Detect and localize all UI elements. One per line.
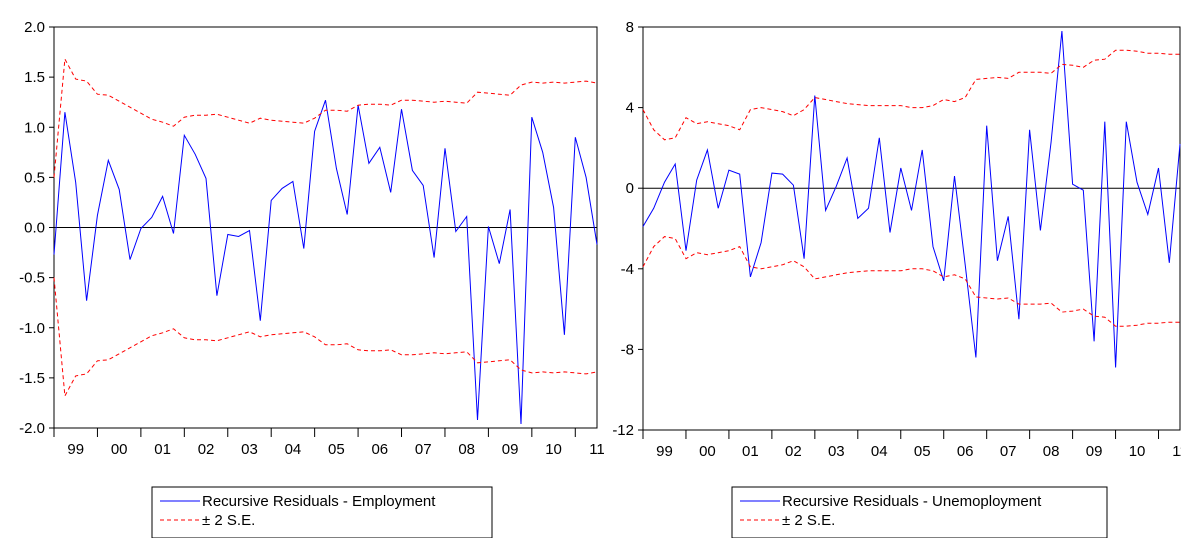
y-tick-label: 0.5 — [24, 169, 45, 186]
x-tick-label: 08 — [1043, 443, 1060, 460]
y-tick-label: 2.0 — [24, 19, 45, 36]
legend-box — [731, 486, 1108, 538]
y-tick-label: -0.5 — [19, 270, 45, 287]
x-tick-label: 10 — [1129, 443, 1146, 460]
y-tick-label: 0.0 — [24, 220, 45, 237]
x-tick-label: 06 — [957, 443, 974, 460]
y-tick-label: 1.5 — [24, 69, 45, 86]
chart-2: 8 4 0 -4 -8 -12 99 00 01 02 03 04 05 06 07 08 09 10 11 Recu… — [612, 19, 1181, 538]
y-tick-label: -1.5 — [19, 370, 45, 387]
x-tick-label: 01 — [742, 443, 759, 460]
x-tick-label: 04 — [285, 441, 302, 458]
x-tick-label: 10 — [545, 441, 562, 458]
legend-label: Recursive Residuals - Employment — [202, 493, 436, 510]
upper-se-band-line — [642, 49, 1180, 141]
legend-label: Recursive Residuals - Unemoployment — [782, 493, 1042, 510]
y-tick-label: -1.0 — [19, 320, 45, 337]
chart-1: 2.0 1.5 1.0 0.5 0.0 -0.5 -1.0 -1.5 -2.0 99 00 01 02 0… — [19, 19, 605, 538]
y-tick-label: 1.0 — [24, 119, 45, 136]
x-tick-label: 09 — [502, 441, 519, 458]
y-tick-label: -12 — [612, 422, 634, 439]
lower-se-band-line — [53, 277, 598, 398]
x-tick-label: 02 — [198, 441, 215, 458]
x-tick-label: 08 — [458, 441, 475, 458]
plot-frame — [642, 26, 1181, 431]
x-tick-label: 99 — [656, 443, 673, 460]
x-tick-label: 09 — [1086, 443, 1103, 460]
legend-label: ± 2 S.E. — [782, 512, 835, 529]
residual-series-line — [642, 30, 1181, 368]
y-tick-label: -8 — [621, 341, 634, 358]
x-tick-label: 00 — [111, 441, 128, 458]
residual-series-line — [53, 100, 598, 425]
y-tick-label: 4 — [626, 100, 634, 117]
x-tick-label: 05 — [328, 441, 345, 458]
x-tick-label: 05 — [914, 443, 931, 460]
y-tick-label: 0 — [626, 180, 634, 197]
x-tick-label: 06 — [371, 441, 388, 458]
x-tick-label: 04 — [871, 443, 888, 460]
x-tick-label: 11 — [1172, 443, 1181, 460]
legend-box — [151, 486, 493, 538]
y-tick-label: -4 — [621, 261, 634, 278]
upper-se-band-line — [53, 57, 598, 178]
x-tick-label: 00 — [699, 443, 716, 460]
x-tick-label: 07 — [415, 441, 432, 458]
x-tick-label: 02 — [785, 443, 802, 460]
x-tick-label: 03 — [828, 443, 845, 460]
y-tick-label: -2.0 — [19, 420, 45, 437]
x-tick-label: 11 — [589, 441, 605, 458]
x-tick-label: 99 — [67, 441, 84, 458]
lower-se-band-line — [642, 236, 1180, 327]
x-tick-label: 03 — [241, 441, 258, 458]
legend-label: ± 2 S.E. — [202, 512, 255, 529]
x-tick-label: 01 — [154, 441, 171, 458]
y-tick-label: 8 — [626, 19, 634, 36]
x-tick-label: 07 — [1000, 443, 1017, 460]
